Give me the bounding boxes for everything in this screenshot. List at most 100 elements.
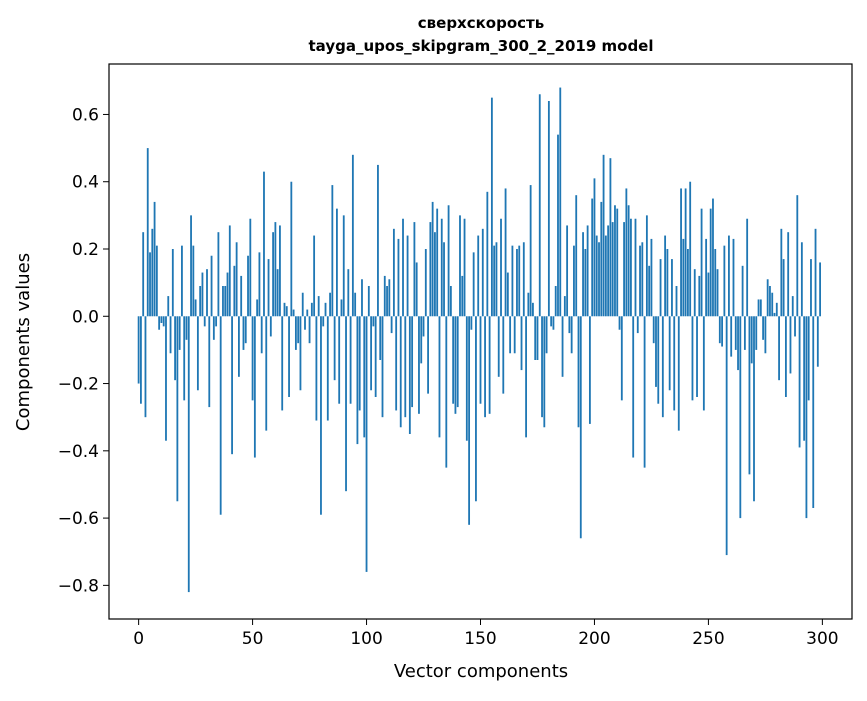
bar [329,292,331,317]
bar [222,286,224,317]
bar [140,316,142,404]
bar [333,316,336,381]
bar [538,94,541,317]
bar [527,292,530,317]
y-tick-label: 0.6 [72,105,99,125]
bar [265,316,268,431]
bar [570,316,573,354]
bar [240,275,243,317]
bar [171,249,174,317]
bar [541,316,543,418]
bar [158,316,161,330]
bar [452,316,455,404]
bar [392,228,395,317]
bar [753,316,755,502]
bar [445,316,448,468]
y-tick-label: −0.8 [58,576,99,596]
bar [228,225,231,317]
bar [260,316,263,354]
bar [661,316,664,418]
bar [641,242,644,317]
bar [383,275,386,317]
bar [577,316,580,428]
bar [397,238,400,317]
bar [677,316,680,431]
bar [705,238,708,317]
x-axis-label: Vector components [394,661,568,682]
bar [185,316,188,340]
bar [162,316,165,327]
bar [206,269,208,317]
bar [215,316,218,327]
bar [290,181,293,317]
bar [812,316,815,508]
bar [247,255,249,317]
bar [696,316,698,397]
bar [819,262,821,317]
bar [379,316,382,360]
bar [746,218,749,317]
bar [438,316,441,438]
bar [235,242,238,317]
bar [256,299,259,317]
y-tick-label: 0.4 [72,173,99,193]
bar [796,195,799,317]
bar [725,316,728,556]
bar [388,279,391,317]
bar [285,306,288,317]
bar [509,316,512,354]
bar [716,269,719,317]
bar [176,316,179,502]
bar [472,252,475,317]
bar [181,245,183,317]
bar [408,316,411,434]
bar [671,259,673,317]
y-axis-ticks: −0.8 −0.6 −0.4 −0.2 0.0 0.2 0.4 0.6 [58,105,109,596]
bar [167,296,170,317]
bar [165,316,167,441]
bar [431,201,434,317]
bar [634,218,637,317]
bar [283,302,286,317]
bar [620,316,623,401]
x-tick-label: 200 [578,629,610,649]
bar [552,316,555,330]
bar [374,316,377,397]
bar [212,316,215,340]
bar [142,232,145,317]
bar [238,316,240,377]
bar [233,265,236,317]
bar [399,316,402,428]
bar [217,232,220,317]
bar [798,316,801,448]
bar [536,316,539,360]
bar [723,245,726,317]
bar [748,316,751,475]
bar [304,316,306,330]
bar [436,208,439,317]
bar [557,134,559,317]
bar [192,245,195,317]
bar [306,309,309,317]
bar [522,242,525,317]
bar [299,316,302,391]
bar [755,316,758,350]
bar [691,316,694,401]
bar [404,316,407,418]
bar [178,316,181,350]
bar [682,238,685,317]
bar [625,188,628,317]
bar [789,316,792,374]
bar [342,215,345,317]
bar [377,164,379,317]
bar [500,218,502,317]
bar [356,316,359,445]
bar [643,316,646,468]
bar [484,316,486,418]
bar [443,242,445,317]
bar [547,101,550,317]
bar [636,316,639,334]
bar [493,245,496,317]
bar [598,242,600,317]
bar [614,205,616,317]
